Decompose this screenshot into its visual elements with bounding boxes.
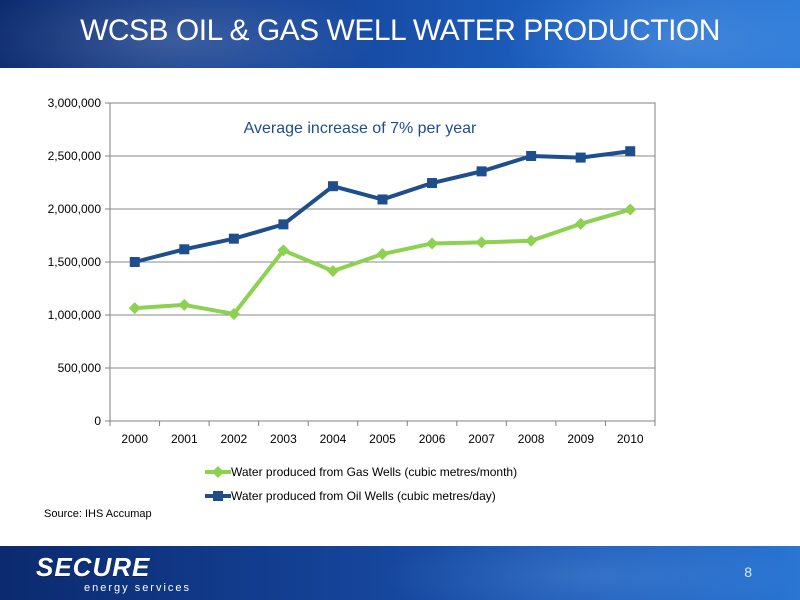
x-tick-label: 2009 [567, 432, 594, 446]
slide-header: WCSB OIL & GAS WELL WATER PRODUCTION [0, 0, 800, 68]
gridlines [105, 102, 656, 426]
chart-annotation: Average increase of 7% per year [244, 120, 477, 137]
data-point-square [129, 257, 140, 267]
data-point-diamond [426, 237, 439, 250]
data-point-square [278, 219, 289, 230]
x-tick-label: 2004 [320, 432, 347, 446]
series-2 [129, 146, 636, 267]
page-title: WCSB OIL & GAS WELL WATER PRODUCTION [80, 14, 720, 47]
logo-wordmark: SECURE [36, 552, 151, 582]
data-point-diamond [178, 298, 191, 311]
line-chart: 0 500,000 1,000,000 1,500,000 2,000,000 2,500… [48, 96, 656, 503]
y-tick-label: 3,000,000 [48, 96, 102, 110]
legend-item: Water produced from Gas Wells (cubic met… [205, 465, 517, 479]
data-point-diamond [326, 265, 339, 278]
y-tick-label: 500,000 [58, 361, 102, 375]
x-tick-label: 2003 [270, 432, 297, 446]
x-tick-label: 2005 [369, 432, 396, 446]
series-group [128, 146, 637, 320]
chart-legend: Water produced from Gas Wells (cubic met… [205, 465, 517, 503]
data-point-square [526, 151, 537, 161]
data-point-diamond [227, 307, 240, 320]
legend-label: Water produced from Gas Wells (cubic met… [231, 465, 517, 479]
data-point-square [377, 194, 388, 205]
y-tick-label: 1,000,000 [48, 308, 102, 322]
y-axis-tick-labels: 0 500,000 1,000,000 1,500,000 2,000,000 2,500… [48, 96, 102, 428]
data-point-square [427, 178, 438, 189]
data-point-square [625, 146, 636, 157]
y-tick-label: 0 [94, 414, 101, 428]
company-logo: SECURE energy services [36, 552, 216, 596]
logo-tagline: energy services [84, 582, 192, 594]
x-tick-label: 2000 [121, 432, 148, 446]
x-tick-label: 2001 [171, 432, 198, 446]
data-point-diamond [128, 302, 141, 315]
series-1 [128, 203, 637, 320]
data-point-diamond [624, 203, 637, 216]
x-tick-label: 2008 [518, 432, 545, 446]
data-point-square [179, 244, 190, 255]
chart-area: 0 500,000 1,000,000 1,500,000 2,000,000 2,500… [0, 68, 800, 538]
data-point-diamond [212, 466, 224, 478]
data-point-diamond [376, 248, 389, 261]
x-tick-label: 2007 [468, 432, 495, 446]
data-point-square [228, 233, 239, 244]
page-number: 8 [744, 564, 752, 580]
source-note: Source: IHS Accumap [44, 508, 152, 520]
x-tick-label: 2010 [617, 432, 644, 446]
data-point-square [476, 166, 487, 177]
x-tick-label: 2006 [419, 432, 446, 446]
x-tick-label: 2002 [221, 432, 248, 446]
legend-label: Water produced from Oil Wells (cubic met… [231, 489, 496, 503]
y-tick-label: 1,500,000 [48, 255, 102, 269]
data-point-square [327, 181, 338, 192]
data-point-square [575, 152, 586, 163]
data-point-diamond [574, 217, 587, 230]
data-point-diamond [277, 244, 290, 257]
x-axis-tick-labels: 2000 2001 2002 2003 2004 2005 2006 2007 2008 2009… [121, 432, 643, 446]
slide-footer: SECURE energy services 8 [0, 546, 800, 600]
y-tick-label: 2,500,000 [48, 149, 102, 163]
legend-item: Water produced from Oil Wells (cubic met… [205, 489, 496, 503]
y-tick-label: 2,000,000 [48, 202, 102, 216]
data-point-square [213, 491, 223, 501]
data-point-diamond [475, 236, 488, 249]
data-point-diamond [525, 234, 538, 247]
